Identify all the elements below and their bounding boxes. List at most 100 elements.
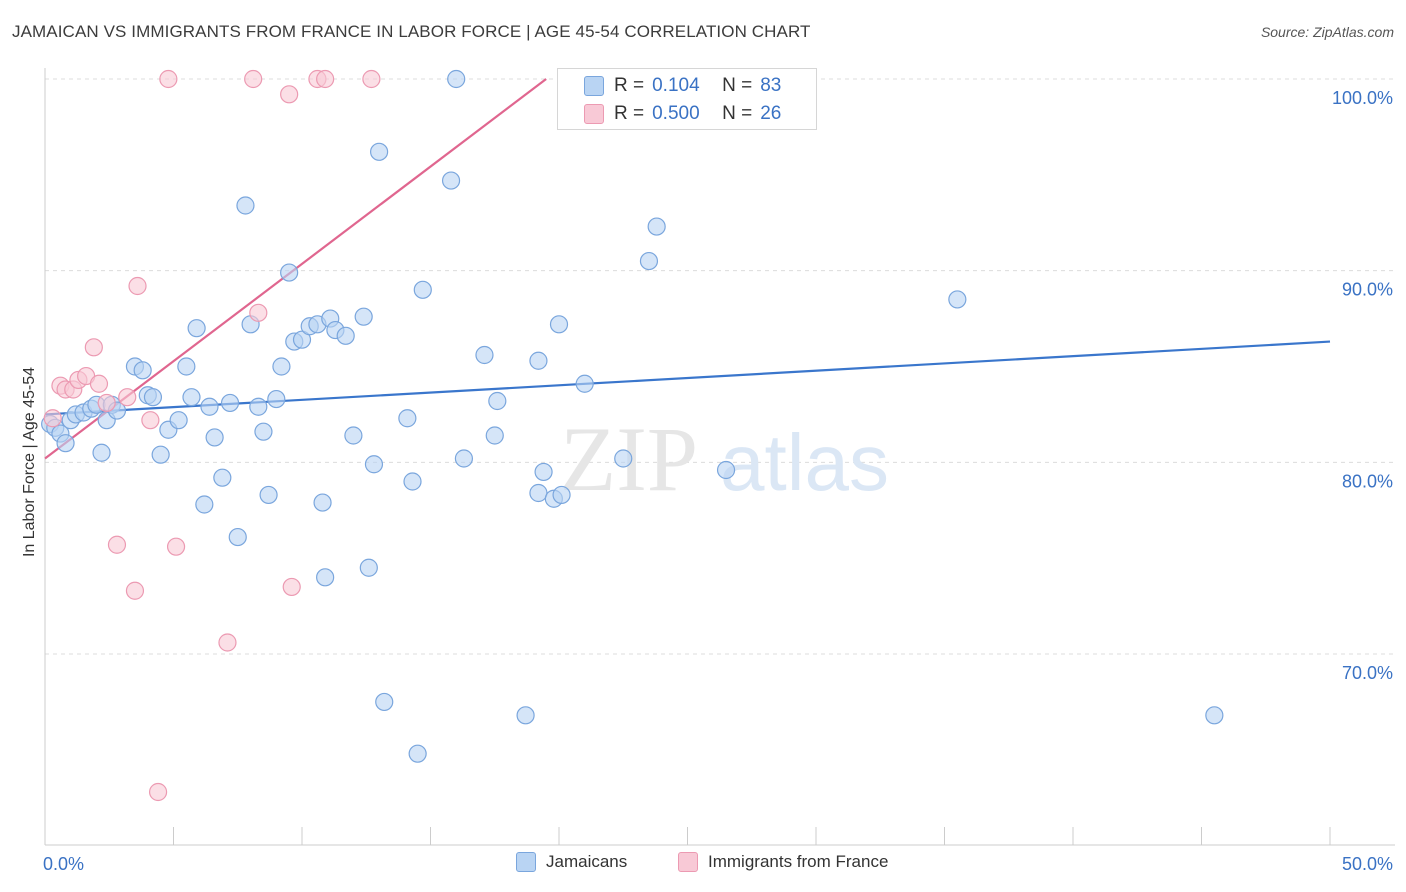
point-jamaicans xyxy=(647,217,666,236)
r-value: 0.104 xyxy=(652,75,700,96)
point-jamaicans xyxy=(336,326,355,345)
point-france xyxy=(362,69,381,89)
point-jamaicans xyxy=(236,196,255,215)
point-jamaicans xyxy=(614,449,633,468)
legend-item-jamaicans[interactable]: Jamaicans xyxy=(516,852,627,872)
legend-row-jamaicans: R = 0.104 N = 83 xyxy=(558,72,781,100)
watermark: ZIP atlas xyxy=(560,408,889,510)
point-france xyxy=(118,388,137,407)
point-jamaicans xyxy=(447,69,466,89)
point-france xyxy=(97,393,116,413)
point-jamaicans xyxy=(413,280,432,299)
point-jamaicans xyxy=(292,330,312,349)
point-jamaicans xyxy=(151,445,170,464)
legend-row-france: R = 0.500 N = 26 xyxy=(558,100,781,128)
point-france xyxy=(249,303,268,322)
point-jamaicans xyxy=(403,472,422,491)
point-jamaicans xyxy=(552,485,571,505)
point-jamaicans xyxy=(370,142,389,161)
point-jamaicans xyxy=(182,388,201,407)
point-france xyxy=(166,537,186,556)
point-jamaicans xyxy=(220,393,240,413)
point-jamaicans xyxy=(375,692,394,712)
n-label: N = xyxy=(722,75,753,96)
point-jamaicans xyxy=(169,411,188,430)
n-value: 26 xyxy=(760,103,782,124)
point-france xyxy=(141,411,160,430)
point-jamaicans xyxy=(516,706,535,725)
point-jamaicans xyxy=(948,290,967,309)
x-tick-label: 0.0% xyxy=(43,854,84,874)
legend-swatch-pink xyxy=(678,852,698,872)
point-jamaicans xyxy=(272,357,291,376)
point-france xyxy=(316,69,335,89)
point-jamaicans xyxy=(200,397,219,416)
point-jamaicans xyxy=(187,319,206,338)
chart-title: JAMAICAN VS IMMIGRANTS FROM FRANCE IN LA… xyxy=(12,22,811,41)
point-france xyxy=(148,782,168,802)
grid-lines xyxy=(45,78,1395,655)
r-label: R = xyxy=(614,103,645,124)
n-value: 83 xyxy=(760,75,782,96)
legend-label: Jamaicans xyxy=(546,852,628,871)
point-jamaicans xyxy=(454,449,474,468)
point-jamaicans xyxy=(529,351,548,370)
y-tick-label: 90.0% xyxy=(1342,280,1393,300)
legend-swatch-blue xyxy=(516,852,536,872)
watermark-atlas: atlas xyxy=(720,418,889,507)
point-jamaicans xyxy=(354,307,373,326)
legend-item-france[interactable]: Immigrants from France xyxy=(678,852,888,872)
point-france xyxy=(280,85,299,104)
point-france xyxy=(125,581,145,600)
point-france xyxy=(282,577,301,597)
point-france xyxy=(89,374,109,393)
point-jamaicans xyxy=(441,171,461,190)
point-jamaicans xyxy=(177,357,196,376)
point-jamaicans xyxy=(267,389,286,409)
point-jamaicans xyxy=(254,422,273,441)
y-tick-label: 100.0% xyxy=(1332,88,1393,108)
point-jamaicans xyxy=(359,558,378,577)
correlation-legend: R = 0.104 N = 83 R = 0.500 N = 26 xyxy=(557,68,817,130)
bottom-legend: Jamaicans Immigrants from France xyxy=(0,852,1406,878)
y-axis-label: In Labor Force | Age 45-54 xyxy=(21,366,38,558)
point-jamaicans xyxy=(249,397,268,416)
y-tick-label: 80.0% xyxy=(1342,471,1393,491)
n-label: N = xyxy=(722,103,753,124)
point-jamaicans xyxy=(639,251,659,271)
legend-swatch-pink xyxy=(584,104,604,124)
point-jamaicans xyxy=(364,455,384,474)
point-jamaicans xyxy=(92,443,111,462)
point-jamaicans xyxy=(398,409,417,428)
point-france xyxy=(43,409,62,428)
point-jamaicans xyxy=(1205,706,1224,725)
point-jamaicans xyxy=(280,263,299,282)
point-jamaicans xyxy=(488,391,507,411)
point-jamaicans xyxy=(529,483,548,503)
point-jamaicans xyxy=(344,426,363,445)
point-jamaicans xyxy=(143,388,163,407)
point-jamaicans xyxy=(716,460,736,480)
r-label: R = xyxy=(614,75,645,96)
point-jamaicans xyxy=(228,527,247,547)
point-france xyxy=(128,276,147,296)
point-jamaicans xyxy=(575,374,594,393)
x-tick-label: 50.0% xyxy=(1342,854,1393,874)
data-points xyxy=(41,69,1224,802)
point-jamaicans xyxy=(195,495,214,514)
point-jamaicans xyxy=(475,345,494,365)
point-jamaicans xyxy=(316,568,335,587)
point-jamaicans xyxy=(408,744,427,763)
point-jamaicans xyxy=(213,468,232,487)
tick-labels: 100.0% 90.0% 80.0% 70.0% 0.0% 50.0% xyxy=(43,88,1393,874)
point-jamaicans xyxy=(56,434,75,453)
y-tick-label: 70.0% xyxy=(1342,663,1393,683)
point-jamaicans xyxy=(133,361,152,380)
point-jamaicans xyxy=(313,493,332,512)
point-france xyxy=(107,535,127,554)
point-jamaicans xyxy=(534,462,553,482)
point-france xyxy=(159,69,178,89)
legend-label: Immigrants from France xyxy=(708,852,889,871)
point-france xyxy=(244,69,263,89)
